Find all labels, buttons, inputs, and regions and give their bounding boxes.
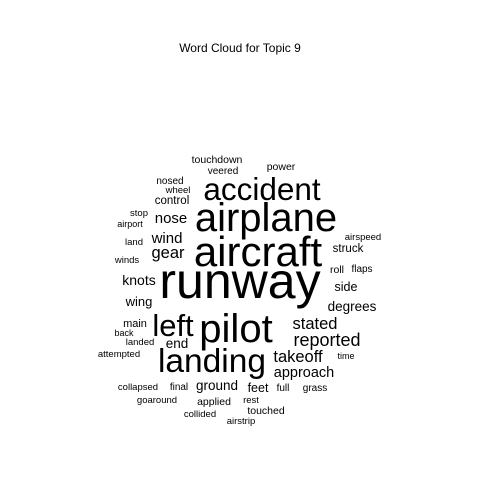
word-flaps: flaps bbox=[351, 264, 372, 275]
word-runway: runway bbox=[159, 253, 320, 309]
word-airport: airport bbox=[117, 219, 143, 229]
word-end: end bbox=[166, 336, 189, 351]
word-airstrip: airstrip bbox=[227, 416, 256, 427]
word-degrees: degrees bbox=[328, 299, 377, 314]
word-feet: feet bbox=[248, 381, 269, 395]
word-touched: touched bbox=[247, 405, 285, 417]
word-landed: landed bbox=[126, 337, 155, 348]
word-nose: nose bbox=[155, 210, 188, 227]
word-power: power bbox=[267, 161, 296, 173]
word-ground: ground bbox=[196, 378, 238, 393]
word-side: side bbox=[335, 280, 358, 294]
word-goaround: goaround bbox=[137, 395, 177, 406]
word-full: full bbox=[277, 383, 290, 394]
chart-title: Word Cloud for Topic 9 bbox=[179, 41, 301, 55]
word-attempted: attempted bbox=[98, 349, 140, 360]
word-airplane: airplane bbox=[195, 196, 337, 240]
word-collapsed: collapsed bbox=[118, 382, 158, 393]
word-roll: roll bbox=[330, 264, 344, 276]
word-back: back bbox=[114, 328, 134, 338]
word-takeoff: takeoff bbox=[273, 348, 323, 366]
word-time: time bbox=[337, 351, 354, 361]
word-control: control bbox=[155, 195, 190, 207]
word-wing: wing bbox=[125, 294, 153, 309]
word-wheel: wheel bbox=[165, 185, 191, 196]
word-reported: reported bbox=[293, 330, 360, 350]
word-grass: grass bbox=[303, 383, 327, 394]
word-winds: winds bbox=[114, 255, 140, 266]
word-final: final bbox=[170, 382, 188, 393]
word-rest: rest bbox=[243, 395, 259, 406]
word-stated: stated bbox=[293, 315, 338, 333]
word-airspeed: airspeed bbox=[345, 232, 381, 243]
word-land: land bbox=[125, 237, 143, 248]
word-main: main bbox=[123, 318, 147, 330]
word-gear: gear bbox=[151, 244, 185, 262]
word-landing: landing bbox=[158, 343, 266, 380]
word-approach: approach bbox=[274, 365, 334, 381]
word-accident: accident bbox=[203, 171, 321, 207]
word-applied: applied bbox=[197, 396, 231, 408]
word-pilot: pilot bbox=[199, 307, 272, 351]
word-veered: veered bbox=[208, 166, 239, 177]
word-nosed: nosed bbox=[156, 176, 183, 187]
word-wind: wind bbox=[151, 230, 183, 247]
word-collided: collided bbox=[184, 409, 216, 420]
word-touchdown: touchdown bbox=[192, 154, 243, 166]
word-aircraft: aircraft bbox=[194, 228, 323, 275]
word-struck: struck bbox=[333, 243, 364, 255]
word-left: left bbox=[152, 308, 194, 343]
word-knots: knots bbox=[122, 272, 155, 288]
word-stop: stop bbox=[130, 208, 148, 219]
